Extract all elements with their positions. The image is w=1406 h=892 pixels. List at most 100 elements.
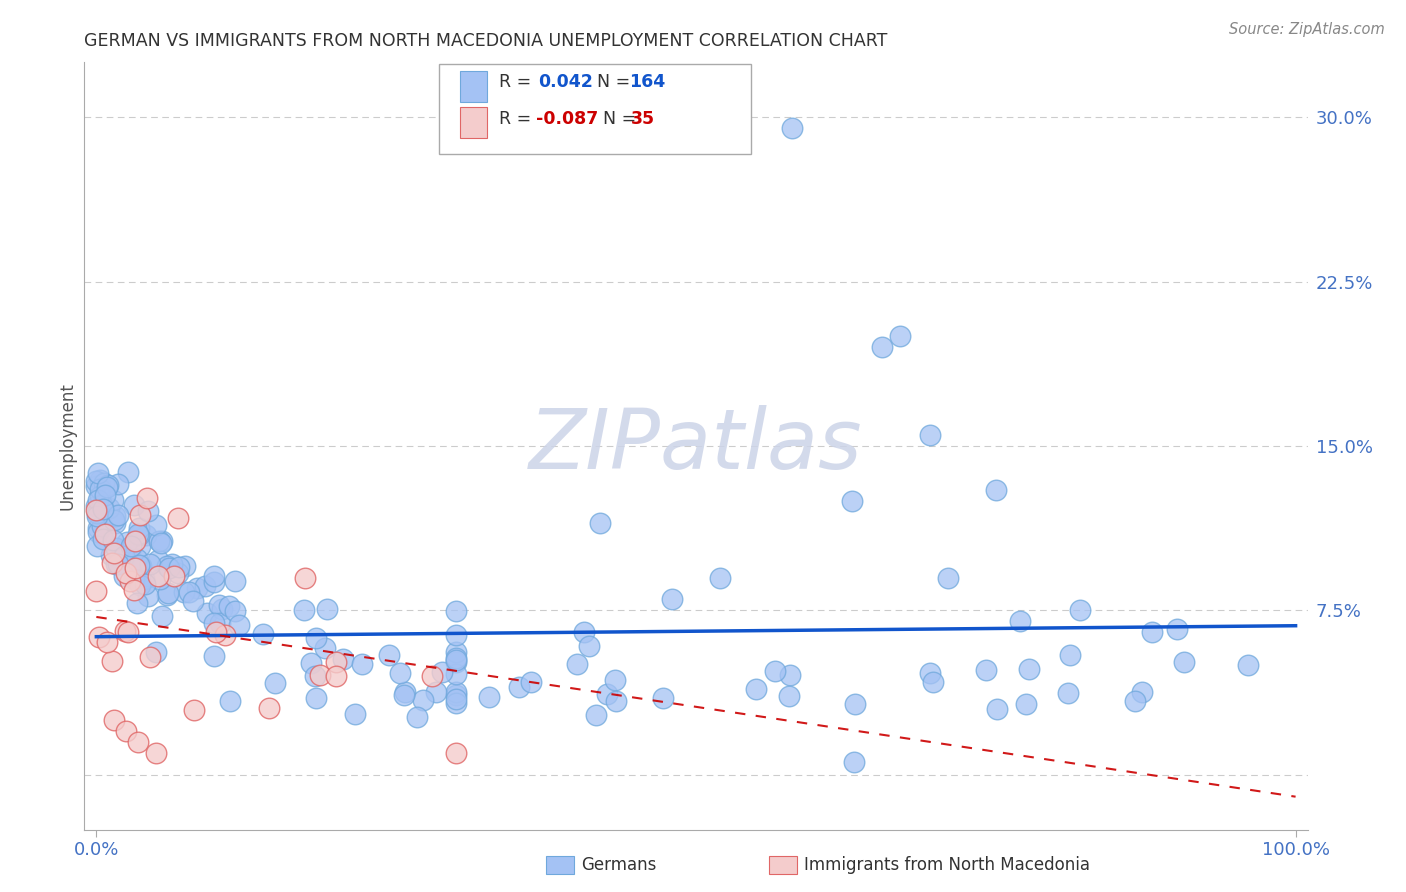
Point — [444, 627, 467, 641]
Point — [127, 735, 149, 749]
Point — [565, 657, 588, 672]
Point — [98, 501, 121, 516]
Point — [1069, 603, 1091, 617]
Point — [112, 549, 135, 563]
Point — [145, 746, 167, 760]
Point — [779, 667, 801, 681]
Text: N =: N = — [603, 110, 637, 128]
Text: Immigrants from North Macedonia: Immigrants from North Macedonia — [804, 856, 1090, 874]
Point — [87, 467, 110, 481]
Point — [100, 548, 122, 562]
Point — [889, 329, 911, 343]
Point — [218, 599, 240, 614]
Point — [444, 645, 467, 659]
Point — [1018, 662, 1040, 676]
Text: 0.042: 0.042 — [538, 73, 593, 91]
Point — [661, 592, 683, 607]
Point — [304, 669, 326, 683]
Point — [104, 516, 127, 530]
Point — [1057, 685, 1080, 699]
Point — [173, 558, 195, 573]
Point — [202, 616, 225, 631]
Point — [1125, 694, 1147, 708]
Point — [578, 639, 600, 653]
Point — [114, 566, 136, 581]
Point — [129, 578, 152, 592]
Point — [936, 570, 959, 584]
Point — [181, 594, 204, 608]
Point — [145, 517, 167, 532]
Point — [186, 582, 208, 596]
Point — [508, 680, 530, 694]
Point — [93, 488, 115, 502]
Point — [86, 539, 108, 553]
Text: Source: ZipAtlas.com: Source: ZipAtlas.com — [1229, 22, 1385, 37]
Point — [86, 503, 108, 517]
Point — [478, 690, 501, 704]
Text: GERMAN VS IMMIGRANTS FROM NORTH MACEDONIA UNEMPLOYMENT CORRELATION CHART: GERMAN VS IMMIGRANTS FROM NORTH MACEDONI… — [84, 32, 887, 50]
Point — [224, 603, 246, 617]
Point — [378, 648, 401, 662]
Point — [114, 624, 136, 639]
Point — [1140, 625, 1163, 640]
Point — [90, 519, 112, 533]
Text: R =: R = — [499, 110, 531, 128]
Point — [139, 649, 162, 664]
Point — [167, 559, 190, 574]
Point — [122, 499, 145, 513]
Point — [412, 692, 434, 706]
Point — [134, 577, 156, 591]
Point — [103, 546, 125, 560]
Point — [150, 608, 173, 623]
Point — [444, 746, 467, 760]
Point — [778, 689, 800, 703]
Point — [1059, 648, 1081, 662]
Text: -0.087: -0.087 — [536, 110, 598, 128]
Point — [115, 723, 138, 738]
Point — [115, 534, 138, 549]
Point — [122, 583, 145, 598]
Point — [96, 635, 118, 649]
Point — [444, 691, 467, 706]
Point — [163, 569, 186, 583]
Point — [157, 561, 180, 575]
Point — [93, 475, 115, 490]
Point — [156, 586, 179, 600]
Point — [107, 557, 129, 571]
Point — [430, 665, 453, 679]
Point — [86, 474, 108, 488]
Point — [325, 655, 347, 669]
Point — [765, 664, 787, 678]
Point — [314, 641, 336, 656]
Point — [986, 702, 1008, 716]
Point — [444, 685, 467, 699]
Point — [150, 534, 173, 549]
Point — [148, 533, 170, 548]
FancyBboxPatch shape — [439, 64, 751, 154]
Point — [844, 697, 866, 711]
Point — [93, 532, 115, 546]
Point — [128, 528, 150, 542]
Point — [294, 571, 316, 585]
Point — [974, 663, 997, 677]
Point — [128, 558, 150, 572]
Point — [91, 501, 114, 516]
Point — [156, 558, 179, 573]
Point — [425, 685, 447, 699]
Point — [86, 509, 108, 524]
Point — [107, 508, 129, 522]
Point — [90, 498, 112, 512]
Point — [160, 557, 183, 571]
Point — [87, 630, 110, 644]
Point — [125, 597, 148, 611]
Point — [136, 504, 159, 518]
Point — [308, 668, 330, 682]
Point — [1173, 655, 1195, 669]
Point — [128, 539, 150, 553]
Point — [117, 625, 139, 640]
Point — [574, 625, 596, 640]
Point — [89, 489, 111, 503]
Point — [103, 513, 125, 527]
Text: N =: N = — [598, 73, 630, 91]
Point — [264, 676, 287, 690]
